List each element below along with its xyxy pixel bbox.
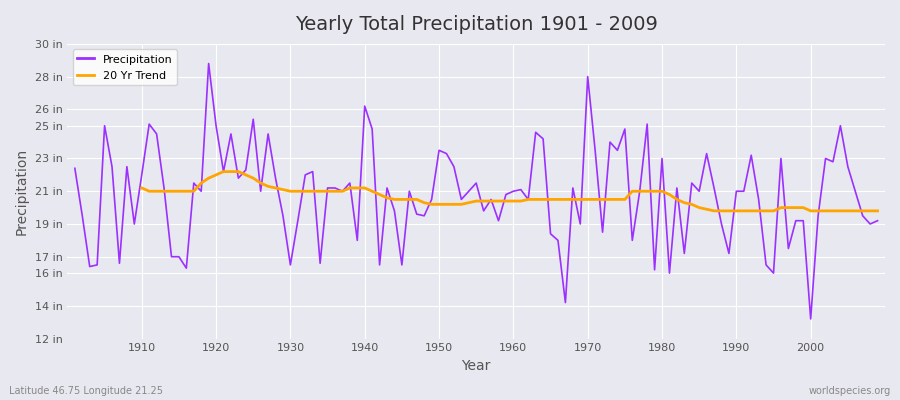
Precipitation xyxy=(516,187,526,192)
Line: Precipitation: Precipitation xyxy=(75,64,878,319)
20 Yr Trend xyxy=(136,186,147,190)
20 Yr Trend xyxy=(523,197,534,202)
20 Yr Trend xyxy=(582,197,593,202)
20 Yr Trend xyxy=(218,169,229,174)
20 Yr Trend xyxy=(850,208,860,213)
Precipitation xyxy=(345,181,356,186)
20 Yr Trend xyxy=(872,208,883,213)
Y-axis label: Precipitation: Precipitation xyxy=(15,148,29,235)
20 Yr Trend xyxy=(285,189,296,194)
Precipitation xyxy=(806,316,816,321)
Text: Latitude 46.75 Longitude 21.25: Latitude 46.75 Longitude 21.25 xyxy=(9,386,163,396)
Precipitation xyxy=(69,166,80,171)
Precipitation xyxy=(203,61,214,66)
20 Yr Trend xyxy=(708,208,719,213)
Precipitation xyxy=(129,222,140,226)
Precipitation xyxy=(300,172,310,177)
Legend: Precipitation, 20 Yr Trend: Precipitation, 20 Yr Trend xyxy=(73,50,177,86)
Line: 20 Yr Trend: 20 Yr Trend xyxy=(141,172,878,211)
20 Yr Trend xyxy=(828,208,839,213)
X-axis label: Year: Year xyxy=(462,359,490,373)
Precipitation xyxy=(508,189,518,194)
20 Yr Trend xyxy=(315,189,326,194)
Precipitation xyxy=(872,218,883,223)
Text: worldspecies.org: worldspecies.org xyxy=(809,386,891,396)
Precipitation xyxy=(605,140,616,144)
Title: Yearly Total Precipitation 1901 - 2009: Yearly Total Precipitation 1901 - 2009 xyxy=(295,15,658,34)
